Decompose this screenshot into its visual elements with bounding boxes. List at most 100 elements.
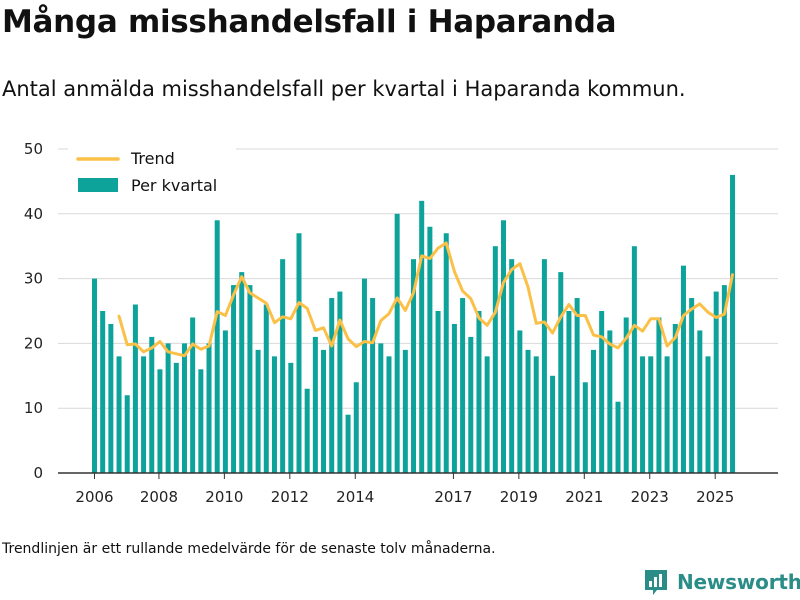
bar [550,375,556,473]
bar [541,259,547,473]
bar [198,369,204,473]
bar [402,349,408,473]
bar [92,278,97,473]
bar [312,336,318,473]
bar [190,317,196,473]
bar [321,349,327,473]
bar [509,259,515,473]
bar [116,356,122,473]
newsworthy-logo[interactable]: Newsworthy [643,566,800,598]
bar [631,246,637,473]
bar [173,362,179,473]
footnote: Trendlinjen är ett rullande medelvärde f… [2,541,496,557]
bar [337,291,343,473]
bar [443,233,449,473]
bar [411,259,417,473]
trend-line [117,241,734,358]
bar [501,220,506,473]
bar [149,336,155,473]
bar [288,362,294,473]
bar [435,311,441,473]
bar [271,356,277,473]
legend-trend-label: Trend [130,149,175,168]
bar [206,343,212,473]
bar [231,285,237,473]
bar [378,343,384,473]
bar [370,298,376,473]
bar [247,285,253,473]
bar [280,259,286,473]
bar [672,323,678,473]
bar [615,401,621,473]
bar [451,323,457,473]
chart-title: Många misshandelsfall i Haparanda [2,4,617,40]
y-tick-label: 20 [24,334,43,352]
bar [558,272,564,473]
brand-name: Newsworthy [677,570,800,594]
bar [656,317,662,473]
bar [590,349,596,473]
bar [132,304,138,473]
bar [296,233,302,473]
axes: 0 10 20 30 40 50 2006 2008 2010 2012 2014 2017 2019 2… [24,140,778,506]
bar [141,356,147,473]
bar [582,382,588,473]
bar [599,311,605,473]
bar [492,246,498,473]
bar-line-chart: 0 10 20 30 40 50 2006 2008 2010 2012 2014 2017 2019 2… [24,140,778,506]
legend-bar-swatch [78,178,118,192]
legend-bars-label: Per kvartal [131,176,217,195]
bar [525,349,531,473]
y-tick-label: 50 [24,140,43,158]
bar [468,336,474,473]
bar [361,278,367,473]
bar [664,356,670,473]
chart-subtitle: Antal anmälda misshandelsfall per kvarta… [2,77,686,101]
x-tick-label: 2025 [696,488,734,506]
bar [345,414,351,473]
x-tick-label: 2012 [271,488,309,506]
bar [100,311,106,473]
bar [255,349,261,473]
bar [689,298,695,473]
x-tick-label: 2023 [631,488,669,506]
bar [730,174,736,474]
bar [394,213,400,474]
bar [713,291,719,473]
bar [353,382,359,473]
bar [214,220,220,473]
bar [697,330,703,473]
x-tick-label: 2021 [565,488,603,506]
bar [517,330,523,473]
bar [566,311,572,473]
bar-series [92,174,736,474]
bar [476,311,482,473]
bar [165,343,171,473]
bar [533,356,539,473]
x-tick-label: 2017 [434,488,472,506]
bar [648,356,654,473]
bar [329,298,335,473]
y-tick-label: 10 [24,399,43,417]
bar [222,330,228,473]
bar [427,226,433,473]
bar [484,356,490,473]
bar [705,356,711,473]
y-tick-label: 30 [24,270,43,288]
y-tick-label: 0 [33,464,43,482]
bar [304,388,310,473]
legend-background [68,146,236,208]
bar [721,285,727,473]
bar [157,369,163,473]
x-tick-label: 2008 [140,488,178,506]
bar [386,356,392,473]
bar [419,200,425,473]
trend-series [117,241,734,358]
bar [680,265,686,473]
bar [108,323,114,473]
x-tick-label: 2019 [500,488,538,506]
x-tick-label: 2010 [205,488,243,506]
bar [460,298,466,473]
y-tick-label: 40 [24,205,43,223]
bar [124,395,130,473]
